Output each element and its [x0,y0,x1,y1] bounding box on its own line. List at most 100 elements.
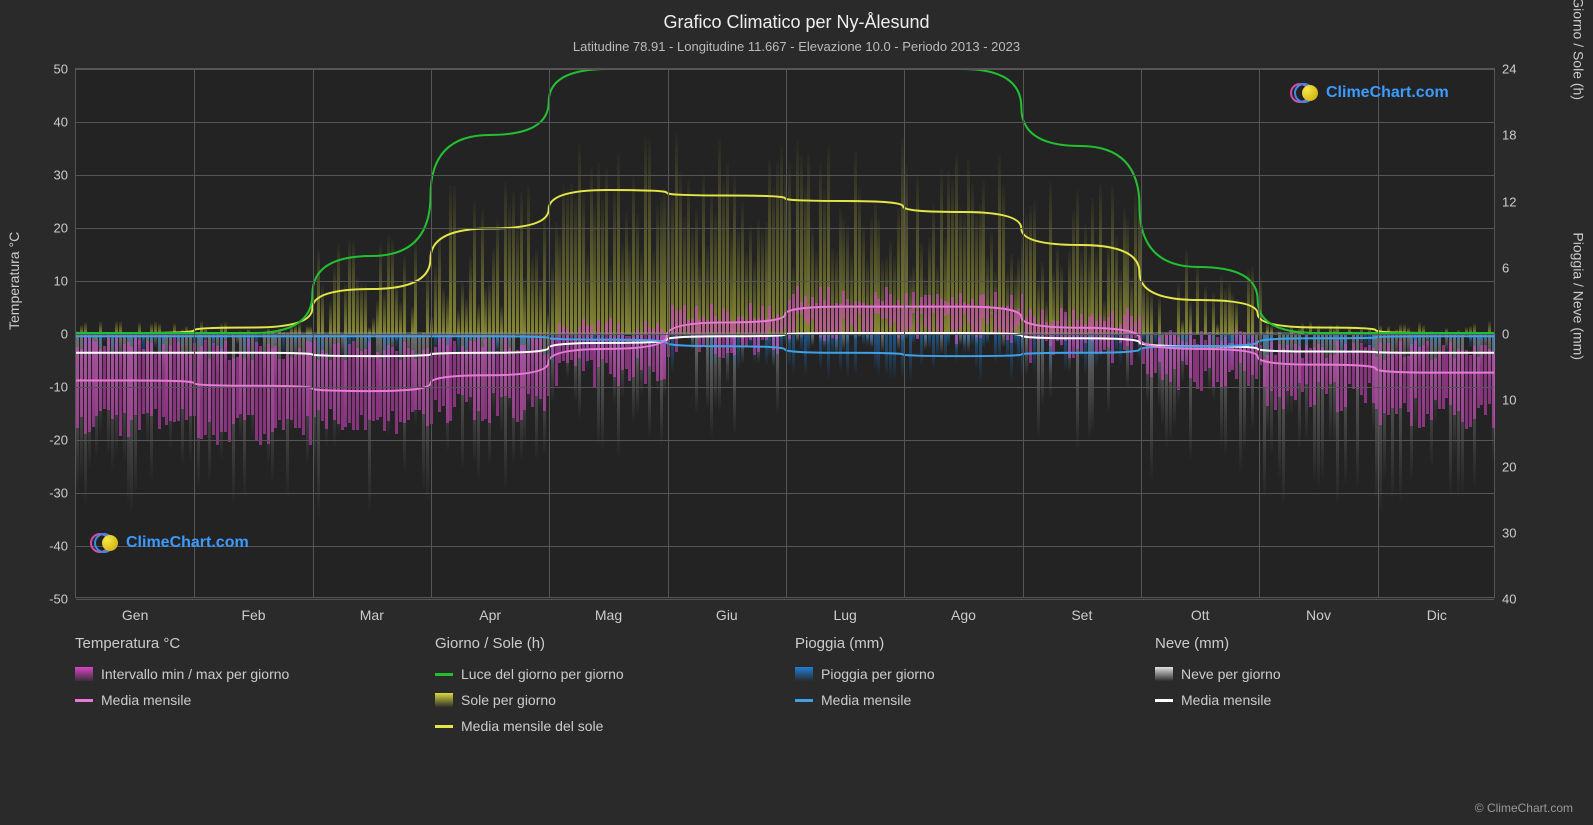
temp-range-bar [150,343,153,417]
rain-bar [1434,334,1437,357]
sun-bar [1115,236,1118,334]
temp-range-bar [1266,355,1269,406]
rain-bar [1356,334,1359,345]
temp-range-bar [963,302,966,314]
snow-bar [154,334,157,347]
sun-bar [1216,324,1219,334]
rain-bar [1430,334,1433,349]
temp-range-bar [955,303,958,344]
sun-bar [356,277,359,334]
y-tick-left: 20 [36,221,76,236]
sun-bar [477,304,480,334]
temp-range-bar [924,295,927,327]
temp-range-bar [909,309,912,329]
y-tick-right-bottom: 20 [1494,459,1516,474]
temp-range-bar [531,336,534,407]
sun-bar [504,182,507,334]
rain-bar [399,334,402,360]
temp-range-bar [628,336,631,381]
temp-range-bar [1414,341,1417,398]
snow-bar [695,334,698,412]
sun-bar [1177,284,1180,334]
rain-bar [928,334,931,349]
temp-range-bar [414,359,417,409]
rain-bar [885,334,888,376]
temp-range-bar [1247,342,1250,386]
temp-range-bar [271,348,274,432]
legend-column-title: Giorno / Sole (h) [435,635,775,652]
sun-bar [154,321,157,334]
sun-bar [718,139,721,334]
legend-column: Pioggia (mm)Pioggia per giornoMedia mens… [795,635,1135,744]
temp-range-bar [768,306,771,329]
copyright: © ClimeChart.com [1475,801,1573,815]
temp-range-bar [1309,348,1312,407]
rain-bar [1480,334,1483,345]
sun-bar [644,137,647,334]
sun-bar [446,295,449,334]
temp-range-bar [726,312,729,353]
rain-bar [982,334,985,348]
rain-bar [1317,334,1320,342]
temp-range-bar [796,286,799,313]
climechart-logo: ClimeChart.com [90,532,249,554]
temp-range-bar [613,337,616,376]
temp-range-bar [605,322,608,364]
sun-bar [379,244,382,334]
rain-bar [1142,334,1145,342]
rain-bar [780,334,783,352]
y-tick-right-top: 0 [1494,327,1509,342]
temp-range-bar [1158,337,1161,362]
temp-range-bar [1305,345,1308,383]
rain-bar [971,334,974,346]
temp-range-bar [912,292,915,313]
rain-bar [975,334,978,368]
sun-bar [84,322,87,334]
legend-item: Luce del giorno per giorno [435,666,775,682]
temp-range-bar [1111,311,1114,363]
legend-item: Sole per giorno [435,692,775,708]
legend-swatch [435,673,453,676]
temp-range-bar [520,345,523,420]
temp-range-bar [134,335,137,414]
temp-range-bar [722,308,725,358]
temp-range-bar [1325,358,1328,394]
temp-range-bar [916,311,919,339]
rain-bar [1477,334,1480,350]
sun-bar [434,266,437,334]
legend-label: Pioggia per giorno [821,666,935,682]
rain-bar [936,334,939,357]
temp-range-bar [1364,347,1367,402]
temp-range-bar [850,305,853,326]
sun-bar [605,167,608,334]
temp-range-bar [1212,349,1215,387]
temp-range-bar [1298,346,1301,383]
sun-bar [1076,190,1079,334]
temp-range-bar [1465,350,1468,429]
sun-bar [453,186,456,334]
snow-bar [1002,334,1005,347]
legend-swatch [435,693,453,707]
temp-range-bar [730,322,733,353]
temp-range-bar [138,340,141,430]
temp-range-bar [484,339,487,419]
sun-bar [944,238,947,334]
sun-bar [469,256,472,334]
temp-range-bar [601,338,604,359]
temp-range-bar [1064,312,1067,342]
temp-range-bar [500,355,503,398]
sun-bar [652,250,655,334]
sun-bar [1196,265,1199,334]
legend-column: Giorno / Sole (h) Luce del giorno per gio… [435,635,775,744]
sun-bar [150,323,153,334]
temp-range-bar [1368,345,1371,383]
sun-bar [757,220,760,334]
y-tick-left: 40 [36,115,76,130]
legend-label: Media mensile [101,692,191,708]
rain-bar [1033,334,1036,372]
rain-bar [294,334,297,349]
temp-range-bar [1239,331,1242,363]
sun-bar [1084,224,1087,334]
sun-bar [352,241,355,334]
rain-bar [800,334,803,351]
